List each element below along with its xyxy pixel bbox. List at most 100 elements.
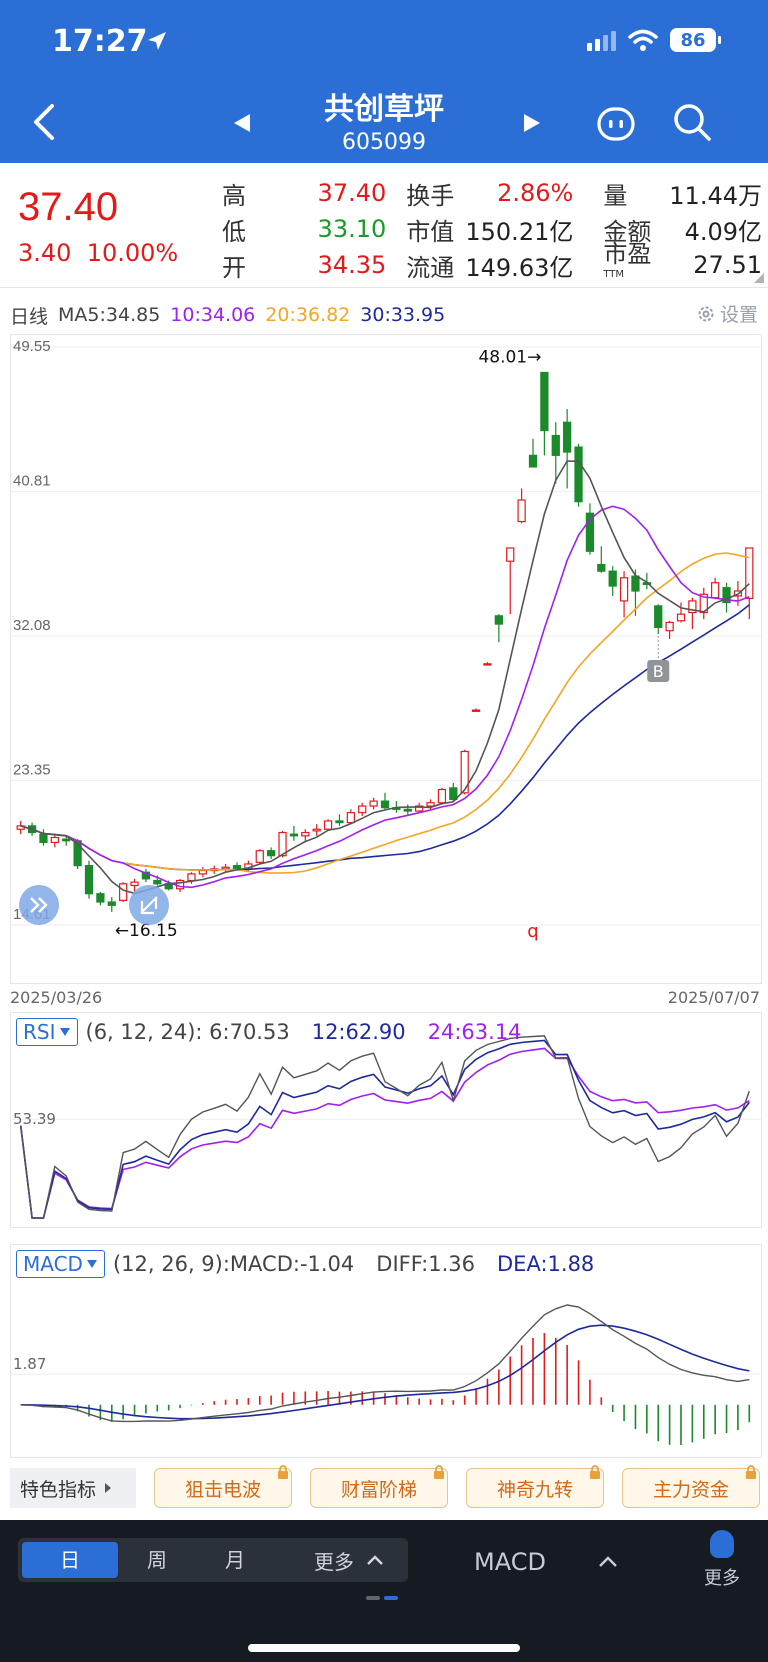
macd-chart[interactable]: 1.87 bbox=[10, 1244, 762, 1458]
more-button[interactable]: 更多 bbox=[702, 1530, 742, 1590]
candle-body bbox=[289, 833, 299, 837]
candle-body bbox=[255, 850, 264, 863]
volume-value: 11.44万 bbox=[669, 181, 762, 210]
period-label: 日线 bbox=[10, 305, 49, 328]
candle-body bbox=[369, 800, 378, 807]
settings-button[interactable]: 设置 bbox=[696, 300, 758, 327]
market-cap-value: 150.21亿 bbox=[465, 217, 574, 246]
candle-body bbox=[335, 820, 344, 824]
candle-body bbox=[585, 512, 595, 552]
candle-body bbox=[403, 808, 412, 812]
candle-body bbox=[563, 421, 572, 453]
rsi-selector[interactable]: RSI bbox=[16, 1018, 78, 1046]
last-price: 37.40 bbox=[18, 185, 119, 229]
macd-selector[interactable]: MACD bbox=[16, 1250, 105, 1278]
assistant-bot-icon[interactable] bbox=[596, 104, 636, 144]
page-dot-active bbox=[384, 1596, 398, 1600]
chip-main-funds[interactable]: 主力资金 bbox=[622, 1465, 760, 1508]
macd-tick-label: 1.87 bbox=[13, 1355, 46, 1373]
candle-body bbox=[130, 881, 139, 887]
candle-body bbox=[141, 871, 151, 880]
candle-body bbox=[506, 547, 515, 562]
low-price-label: ←16.15 bbox=[115, 921, 178, 941]
expand-corner-icon[interactable] bbox=[754, 273, 764, 283]
period-more-button[interactable]: 更多 bbox=[314, 1546, 384, 1575]
pe-value: 27.51 bbox=[693, 251, 762, 279]
y-tick-label: 49.55 bbox=[13, 338, 51, 355]
chevron-up-icon[interactable] bbox=[598, 1554, 618, 1568]
candle-body bbox=[654, 605, 663, 628]
diff-line bbox=[20, 1304, 750, 1423]
candle-body bbox=[722, 587, 731, 604]
period-more-label: 更多 bbox=[314, 1549, 354, 1574]
location-arrow-icon bbox=[148, 32, 166, 50]
price-change: 3.40 10.00% bbox=[18, 239, 178, 267]
rsi-params: (6, 12, 24): 6:70.53 bbox=[85, 1020, 290, 1044]
dea-line bbox=[20, 1324, 750, 1420]
candle-body bbox=[676, 613, 686, 622]
pe-ttm-sup: TTM bbox=[603, 268, 625, 280]
candle-body bbox=[665, 621, 674, 632]
candle-body bbox=[96, 893, 105, 903]
float-cap-label: 流通 bbox=[406, 253, 455, 282]
chip-label: 狙击电波 bbox=[184, 1478, 261, 1501]
double-chevron-right-icon bbox=[30, 897, 48, 913]
chip-wealth-ladder[interactable]: 财富阶梯 bbox=[310, 1465, 448, 1508]
rsi-svg: 53.39 bbox=[11, 1035, 761, 1219]
chevron-up-icon bbox=[367, 1555, 383, 1565]
rsi24-line bbox=[19, 1047, 750, 1219]
gear-icon bbox=[698, 306, 714, 321]
open-label: 开 bbox=[222, 253, 246, 282]
ma5-value: MA5:34.85 bbox=[58, 304, 161, 326]
amount-value: 4.09亿 bbox=[684, 217, 762, 246]
home-indicator bbox=[248, 1644, 520, 1652]
quote-row: 低 33.10 市值 150.21亿 金额 4.09亿 bbox=[222, 211, 762, 247]
candle-body bbox=[39, 833, 48, 844]
rsi-chart[interactable]: 53.39 bbox=[10, 1012, 762, 1228]
indicator-selector[interactable]: MACD bbox=[474, 1548, 546, 1576]
chip-label: 神奇九转 bbox=[496, 1478, 573, 1501]
rsi-24: 24:63.14 bbox=[427, 1020, 522, 1044]
caret-down-icon bbox=[59, 1028, 70, 1036]
start-date: 2025/03/26 bbox=[10, 988, 103, 1007]
candle-body bbox=[380, 800, 390, 809]
period-day[interactable]: 日 bbox=[22, 1542, 118, 1578]
candle-body bbox=[517, 499, 526, 523]
macd-svg: 1.87 bbox=[11, 1304, 761, 1445]
back-arrow-icon[interactable] bbox=[30, 102, 60, 142]
more-label: 更多 bbox=[704, 1568, 740, 1589]
feature-indicators-button[interactable]: 特色指标 bbox=[10, 1468, 136, 1508]
feature-indicators: 特色指标 狙击电波 财富阶梯 神奇九转 主力资金 bbox=[10, 1465, 762, 1510]
candle-body bbox=[312, 828, 321, 832]
chip-sniper-wave[interactable]: 狙击电波 bbox=[154, 1465, 292, 1508]
next-stock-icon[interactable] bbox=[522, 112, 542, 134]
period-week[interactable]: 周 bbox=[147, 1548, 167, 1572]
stock-name: 共创草坪 bbox=[324, 92, 444, 127]
lock-icon bbox=[590, 1465, 600, 1479]
amount-label: 金额 bbox=[603, 217, 652, 246]
macd-name: MACD bbox=[23, 1252, 83, 1276]
candle-body bbox=[278, 831, 287, 857]
macd-header: MACD (12, 26, 9):MACD:-1.04 DIFF:1.36 DE… bbox=[16, 1250, 594, 1278]
feature-label: 特色指标 bbox=[20, 1478, 97, 1501]
caret-down-icon bbox=[86, 1260, 97, 1268]
cellular-signal-icon bbox=[587, 29, 616, 51]
market-cap-label: 市值 bbox=[406, 217, 455, 246]
period-month[interactable]: 月 bbox=[225, 1548, 245, 1572]
candle-body bbox=[119, 883, 128, 901]
chip-magic-nine[interactable]: 神奇九转 bbox=[466, 1465, 604, 1508]
volume-label: 量 bbox=[603, 181, 628, 210]
search-icon[interactable] bbox=[672, 102, 712, 142]
candle-body bbox=[494, 615, 503, 625]
caret-right-icon bbox=[105, 1483, 112, 1493]
candle-body bbox=[540, 371, 549, 432]
candle-body bbox=[551, 434, 560, 456]
prev-stock-icon[interactable] bbox=[232, 112, 252, 134]
buy-marker-label: B bbox=[653, 662, 664, 681]
candle-body bbox=[198, 869, 207, 875]
rsi-name: RSI bbox=[23, 1020, 56, 1044]
candle-body bbox=[153, 879, 162, 885]
low-label: 低 bbox=[222, 217, 246, 246]
